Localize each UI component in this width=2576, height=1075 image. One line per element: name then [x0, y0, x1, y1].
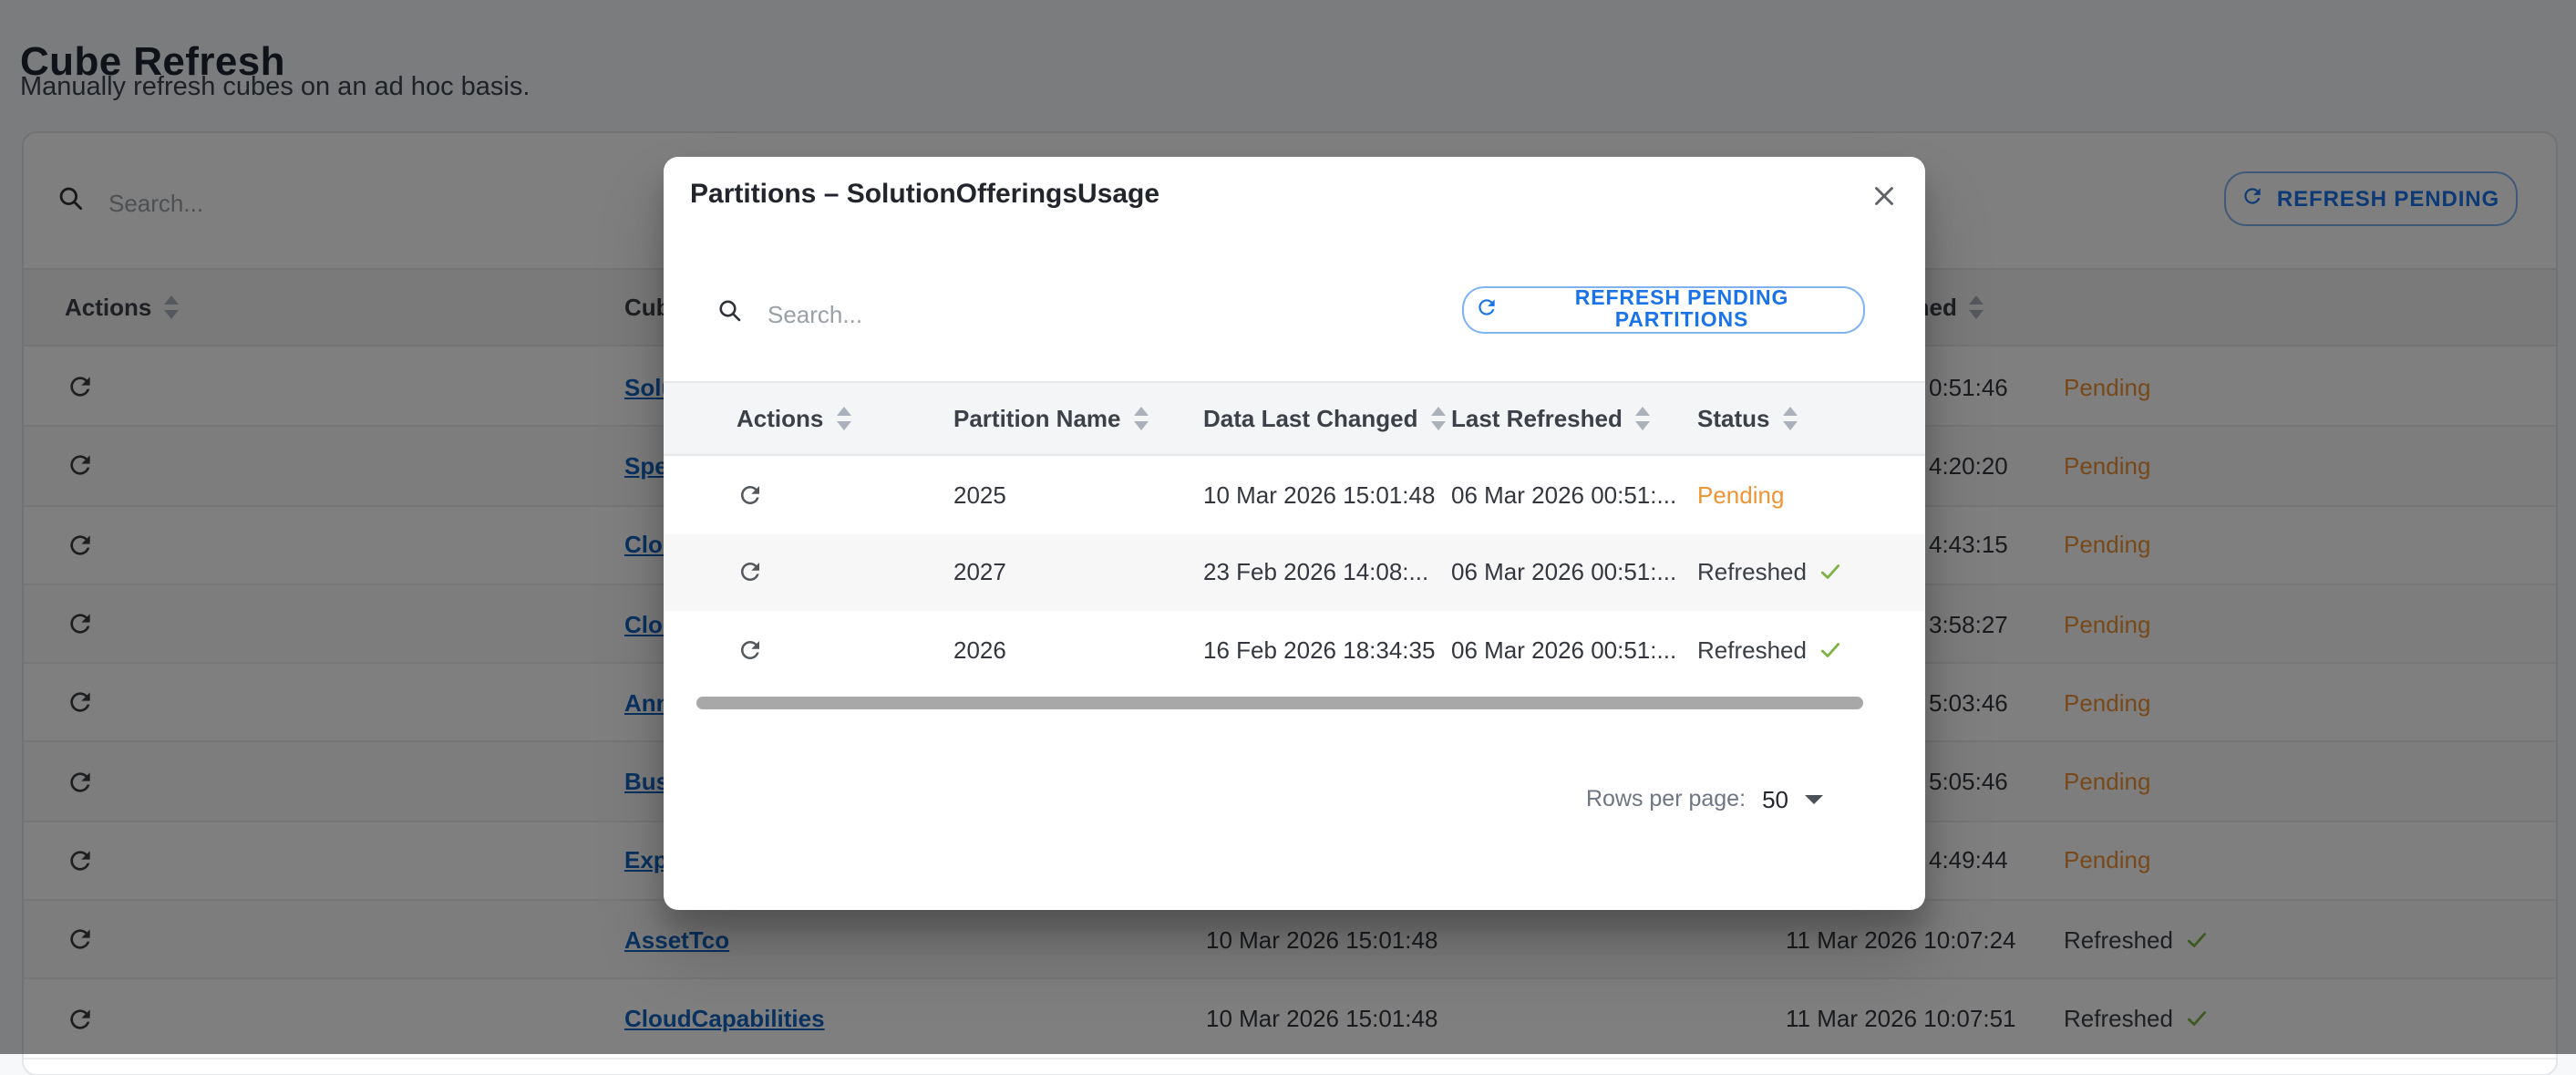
- status-cell: Refreshed: [1697, 533, 1843, 611]
- status-badge: Refreshed: [1697, 636, 1843, 664]
- rows-per-page-value: 50: [1762, 785, 1788, 812]
- actions-cell: [737, 456, 764, 533]
- actions-cell: [737, 611, 764, 688]
- sort-icon: [1133, 407, 1149, 430]
- column-header-actions[interactable]: Actions: [737, 383, 851, 454]
- rows-per-page-select[interactable]: 50: [1762, 785, 1823, 812]
- column-header-label: Actions: [737, 405, 824, 432]
- search-icon: [716, 297, 744, 334]
- refresh-partition-button[interactable]: [737, 481, 764, 509]
- status-badge: Pending: [1697, 481, 1785, 509]
- column-header-partition-name[interactable]: Partition Name: [953, 383, 1149, 454]
- last-refreshed-cell: 06 Mar 2026 00:51:...: [1451, 558, 1677, 586]
- column-header-data-last-changed[interactable]: Data Last Changed: [1203, 383, 1446, 454]
- partition-row: 2027 23 Feb 2026 14:08:... 06 Mar 2026 00:…: [664, 533, 1925, 611]
- refresh-partition-button[interactable]: [737, 636, 764, 664]
- refresh-icon: [741, 485, 759, 504]
- status-cell: Refreshed: [1697, 611, 1843, 688]
- partition-name-cell: 2026: [953, 636, 1006, 664]
- actions-cell: [737, 533, 764, 611]
- chevron-down-icon: [1805, 794, 1823, 803]
- refresh-pending-partitions-button[interactable]: REFRESH PENDING PARTITIONS: [1462, 286, 1865, 334]
- data-last-changed-cell: 10 Mar 2026 15:01:48: [1203, 481, 1436, 509]
- column-header-label: Partition Name: [953, 405, 1121, 432]
- partitions-dialog: Partitions – SolutionOfferingsUsage REFR…: [664, 157, 1925, 909]
- status-badge: Refreshed: [1697, 559, 1843, 586]
- partition-name-cell: 2025: [953, 481, 1006, 509]
- column-header-label: Data Last Changed: [1203, 405, 1418, 432]
- table-row: [23, 1059, 2555, 1073]
- horizontal-scrollbar[interactable]: [696, 697, 1863, 709]
- column-header-label: Last Refreshed: [1451, 405, 1623, 432]
- sort-icon: [836, 407, 851, 430]
- partition-search-input[interactable]: [764, 292, 1227, 336]
- sort-icon: [1782, 407, 1798, 430]
- sort-icon: [1430, 407, 1446, 430]
- data-last-changed-cell: 16 Feb 2026 18:34:35: [1203, 636, 1436, 664]
- last-refreshed-cell: 06 Mar 2026 00:51:...: [1451, 481, 1677, 509]
- close-icon[interactable]: [1863, 175, 1903, 215]
- dialog-title: Partitions – SolutionOfferingsUsage: [690, 179, 1160, 210]
- check-icon: [1820, 642, 1840, 657]
- partition-row: 2025 10 Mar 2026 15:01:48 06 Mar 2026 00:5…: [664, 456, 1925, 533]
- refresh-icon: [741, 563, 759, 582]
- refresh-pending-partitions-label: REFRESH PENDING PARTITIONS: [1574, 288, 1789, 332]
- refresh-partition-button[interactable]: [737, 559, 764, 586]
- pagination: Rows per page: 50: [1586, 777, 1823, 821]
- refresh-icon: [741, 640, 759, 659]
- column-header-label: Status: [1697, 405, 1770, 432]
- rows-per-page-label: Rows per page:: [1585, 786, 1747, 811]
- partition-name-cell: 2027: [953, 558, 1006, 586]
- refresh-icon: [1475, 295, 1499, 325]
- partition-row: 2026 16 Feb 2026 18:34:35 06 Mar 2026 00:5…: [664, 611, 1925, 688]
- check-icon: [1820, 564, 1840, 580]
- last-refreshed-cell: 06 Mar 2026 00:51:...: [1451, 636, 1677, 664]
- data-last-changed-cell: 23 Feb 2026 14:08:...: [1203, 558, 1429, 586]
- column-header-last-refreshed[interactable]: Last Refreshed: [1451, 383, 1650, 454]
- partition-table-body: 2025 10 Mar 2026 15:01:48 06 Mar 2026 00:5…: [664, 456, 1925, 688]
- column-header-status[interactable]: Status: [1697, 383, 1798, 454]
- sort-icon: [1634, 407, 1650, 430]
- status-cell: Pending: [1697, 456, 1784, 533]
- partition-table-header: Actions Partition Name Data Last Changed La…: [664, 381, 1925, 456]
